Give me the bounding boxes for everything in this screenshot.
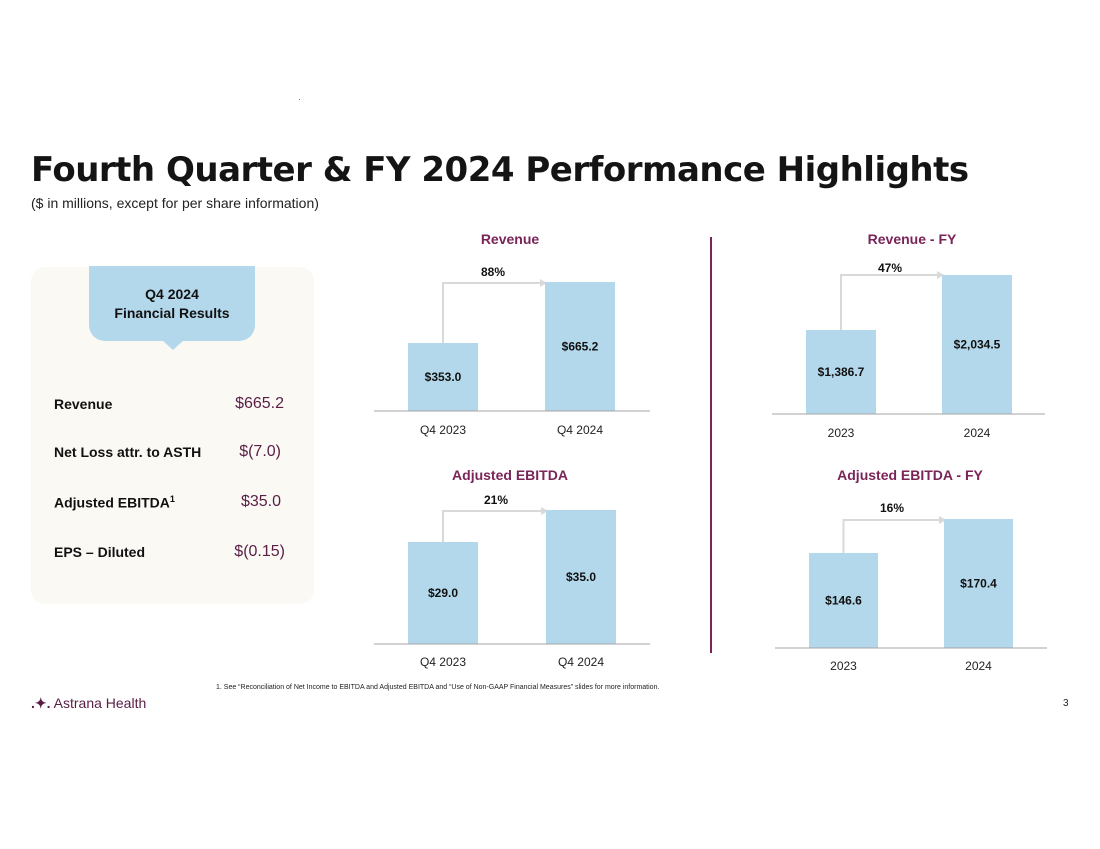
logo-text: Astrana Health bbox=[53, 695, 147, 711]
metric-label-adjusted-ebitda-text: Adjusted EBITDA bbox=[54, 494, 170, 511]
stray-mark bbox=[299, 99, 300, 100]
revenue-fy-chart: Revenue - FY 47% $1,386.7 2023 $2,034.5 2024 bbox=[772, 231, 1045, 440]
bar-value-label: $170.4 bbox=[960, 577, 997, 591]
metric-label-revenue: Revenue bbox=[54, 396, 113, 412]
metric-value-net-loss: $(7.0) bbox=[239, 443, 281, 460]
section-divider bbox=[710, 237, 712, 653]
bar-q4-2024 bbox=[545, 282, 615, 411]
bar-2023 bbox=[806, 330, 876, 414]
page-title: Fourth Quarter & FY 2024 Performance Hig… bbox=[31, 150, 969, 190]
growth-percent-label: 16% bbox=[880, 501, 904, 515]
bar-value-label: $1,386.7 bbox=[818, 365, 865, 379]
bar-value-label: $665.2 bbox=[562, 340, 599, 354]
metric-value-adjusted-ebitda: $35.0 bbox=[240, 493, 281, 510]
growth-arrow-head bbox=[937, 271, 944, 279]
results-panel-heading: Q4 2024 Financial Results bbox=[89, 266, 255, 341]
x-tick-label: Q4 2024 bbox=[558, 655, 604, 669]
bar-q4-2024 bbox=[546, 510, 616, 644]
adjusted-ebitda-fy-chart: Adjusted EBITDA - FY 16% $146.6 2023 $170.4 2… bbox=[775, 467, 1047, 673]
metric-value-eps: $(0.15) bbox=[234, 543, 285, 560]
bar-q4-2023 bbox=[408, 542, 478, 644]
growth-arrow-head bbox=[939, 516, 946, 524]
bar-value-label: $146.6 bbox=[825, 594, 862, 608]
adjusted-ebitda-q4-chart: Adjusted EBITDA 21% $29.0 Q4 2023 $35.0 Q4 20… bbox=[374, 467, 650, 669]
footnote: 1. See “Reconciliation of Net Income to … bbox=[216, 684, 660, 691]
growth-percent-label: 21% bbox=[484, 493, 508, 507]
chart-title: Adjusted EBITDA - FY bbox=[837, 467, 983, 483]
astrana-health-logo: .✦. Astrana Health bbox=[31, 695, 146, 712]
x-tick-label: 2023 bbox=[828, 426, 855, 440]
footnote-marker: 1 bbox=[169, 494, 175, 504]
growth-percent-label: 47% bbox=[878, 261, 902, 275]
growth-arrow bbox=[442, 510, 541, 542]
growth-arrow-head bbox=[541, 507, 548, 515]
chart-title: Revenue bbox=[481, 231, 540, 247]
metric-label-net-loss: Net Loss attr. to ASTH bbox=[54, 444, 202, 460]
x-tick-label: Q4 2023 bbox=[420, 655, 466, 669]
x-tick-label: Q4 2024 bbox=[557, 423, 603, 437]
bar-2024 bbox=[944, 519, 1013, 648]
growth-percent-label: 88% bbox=[481, 265, 505, 279]
metric-label-eps: EPS – Diluted bbox=[54, 544, 146, 560]
logo-sparkle-icon: .✦. bbox=[31, 695, 51, 711]
growth-arrow bbox=[442, 282, 540, 343]
metric-value-revenue: $665.2 bbox=[235, 395, 284, 412]
page-number: 3 bbox=[1063, 698, 1069, 709]
page-subtitle: ($ in millions, except for per share inf… bbox=[31, 195, 319, 211]
bar-value-label: $353.0 bbox=[425, 370, 462, 384]
x-tick-label: 2024 bbox=[965, 659, 992, 673]
chart-title: Adjusted EBITDA bbox=[452, 467, 568, 483]
bar-value-label: $35.0 bbox=[566, 570, 596, 584]
bar-value-label: $29.0 bbox=[428, 586, 458, 600]
metric-label-adjusted-ebitda: Adjusted EBITDA1 bbox=[54, 494, 175, 511]
x-tick-label: 2024 bbox=[964, 426, 991, 440]
bar-q4-2023 bbox=[408, 343, 478, 411]
growth-arrow bbox=[842, 519, 939, 553]
growth-arrow-head bbox=[540, 279, 547, 287]
x-tick-label: Q4 2023 bbox=[420, 423, 466, 437]
heading-pointer bbox=[162, 340, 184, 350]
revenue-q4-chart: Revenue 88% $353.0 Q4 2023 $665.2 Q4 2024 bbox=[374, 231, 650, 437]
chart-title: Revenue - FY bbox=[868, 231, 957, 247]
growth-arrow bbox=[840, 274, 937, 330]
x-tick-label: 2023 bbox=[830, 659, 857, 673]
results-heading-line1: Q4 2024 bbox=[145, 285, 199, 302]
results-heading-line2: Financial Results bbox=[114, 304, 230, 321]
bar-2024 bbox=[942, 275, 1012, 414]
bar-value-label: $2,034.5 bbox=[954, 338, 1001, 352]
bar-2023 bbox=[809, 553, 878, 648]
